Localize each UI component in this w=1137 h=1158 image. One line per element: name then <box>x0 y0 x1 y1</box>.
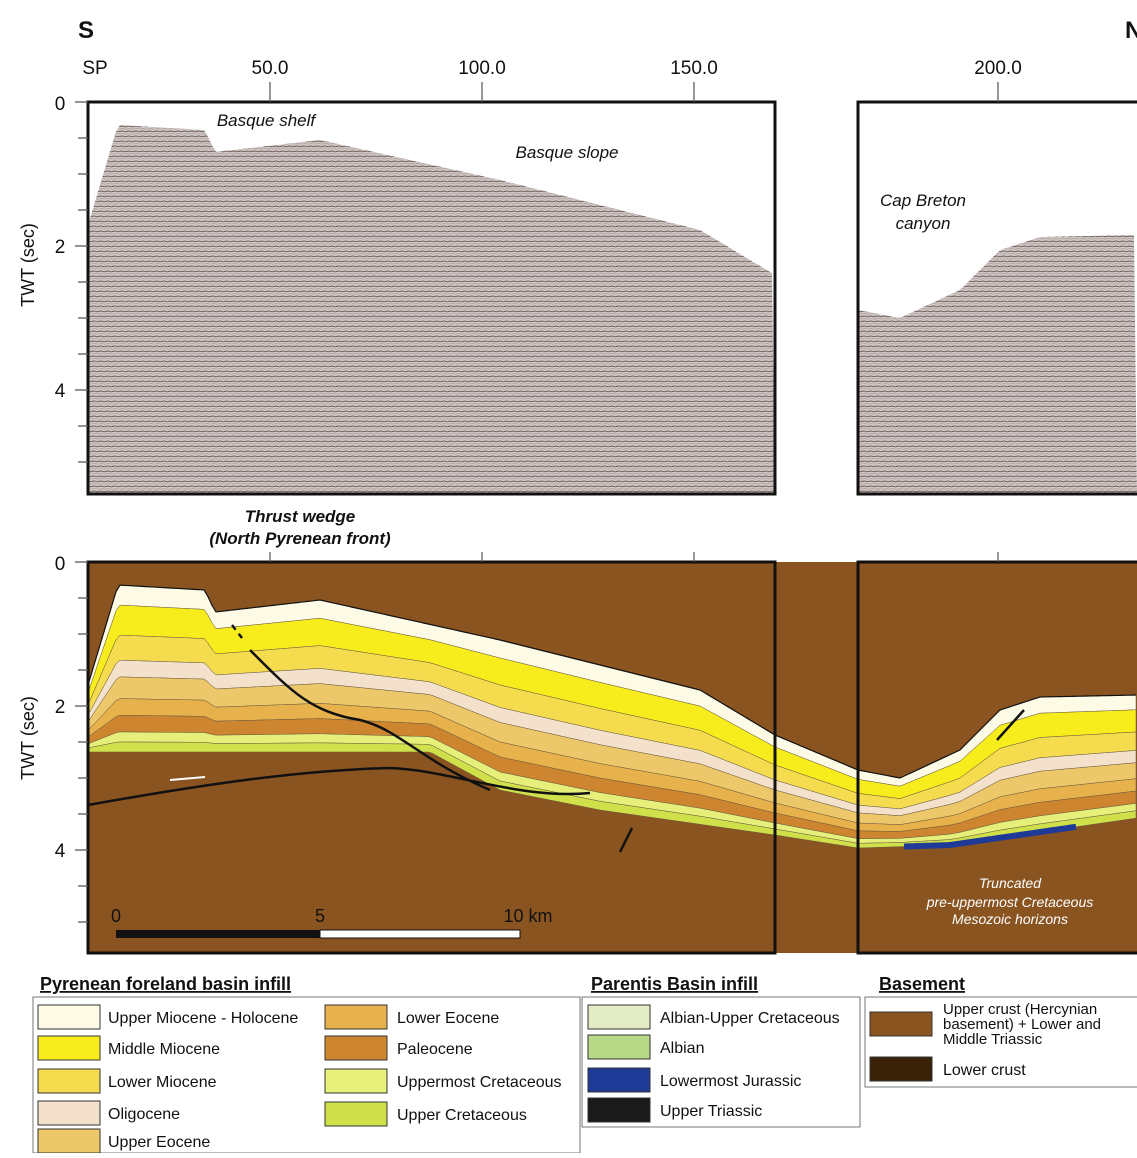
north-label: N <box>1125 17 1137 44</box>
sp-tick: 150.0 <box>670 58 718 79</box>
legend-label: Lowermost Jurassic <box>660 1073 801 1090</box>
legend-title: Basement <box>879 974 965 994</box>
seismic-panel <box>88 125 775 494</box>
legend-label: Middle Miocene <box>108 1041 220 1058</box>
annotation: Cap Breton <box>880 191 966 210</box>
legend-title: Parentis Basin infill <box>591 974 758 994</box>
legend-title: Pyrenean foreland basin infill <box>40 974 291 994</box>
scale-label: 0 <box>111 906 121 926</box>
legend-label: Oligocene <box>108 1106 180 1123</box>
legend-label: Middle Triassic <box>943 1031 1043 1048</box>
seismic-reflections <box>88 125 775 494</box>
legend-label: Upper Cretaceous <box>397 1107 527 1124</box>
y-axis-label: TWT (sec) <box>18 696 38 780</box>
annotation: Basque shelf <box>217 111 318 130</box>
annotation: Basque slope <box>515 143 618 162</box>
scale-label: 5 <box>315 906 325 926</box>
legend-swatch <box>38 1036 100 1060</box>
seismic-reflections <box>858 235 1137 494</box>
scale-label: 10 km <box>503 906 552 926</box>
south-label: S <box>78 17 94 44</box>
legend-label: Albian <box>660 1040 704 1057</box>
legend-swatch <box>325 1102 387 1126</box>
scale-bar <box>320 930 520 938</box>
legend-label: Upper Eocene <box>108 1134 210 1151</box>
annotation: pre-uppermost Cretaceous <box>926 894 1094 910</box>
sp-tick: 50.0 <box>252 58 289 79</box>
legend-label: Lower Eocene <box>397 1010 499 1027</box>
legend-label: Paleocene <box>397 1041 473 1058</box>
legend-swatch <box>325 1005 387 1029</box>
legend: Pyrenean foreland basin infill Upper Mioc… <box>33 974 1137 1153</box>
legend-swatch <box>325 1036 387 1060</box>
figure: S N SP 50.0 100.0 150.0 200.0 TWT (sec) … <box>0 0 1137 1153</box>
legend-swatch <box>325 1069 387 1093</box>
legend-swatch <box>588 1035 650 1059</box>
annotation: Truncated <box>979 875 1042 891</box>
legend-swatch <box>870 1057 932 1081</box>
sp-tick: 200.0 <box>974 58 1022 79</box>
legend-swatch <box>588 1098 650 1122</box>
annotation: Thrust wedge <box>245 507 356 526</box>
y-tick: 2 <box>55 237 66 258</box>
legend-swatch <box>38 1069 100 1093</box>
y-tick: 4 <box>55 841 66 862</box>
legend-swatch <box>870 1012 932 1036</box>
sp-label: SP <box>82 58 107 79</box>
sp-tick: 100.0 <box>458 58 506 79</box>
legend-label: Albian-Upper Cretaceous <box>660 1010 840 1027</box>
legend-label: Lower crust <box>943 1062 1026 1079</box>
scale-bar <box>116 930 320 938</box>
legend-swatch <box>588 1068 650 1092</box>
legend-swatch <box>38 1005 100 1029</box>
seismic-panel <box>858 235 1137 494</box>
y-tick: 4 <box>55 381 66 402</box>
legend-label: Lower Miocene <box>108 1074 217 1091</box>
y-axis-label: TWT (sec) <box>18 223 38 307</box>
legend-label: Upper Triassic <box>660 1103 762 1120</box>
legend-label: Uppermost Cretaceous <box>397 1074 562 1091</box>
legend-swatch <box>588 1005 650 1029</box>
annotation: Mesozoic horizons <box>952 911 1068 927</box>
y-tick: 0 <box>55 554 66 575</box>
legend-swatch <box>38 1101 100 1125</box>
legend-swatch <box>38 1129 100 1153</box>
y-tick: 2 <box>55 697 66 718</box>
annotation: canyon <box>896 214 951 233</box>
annotation: (North Pyrenean front) <box>209 529 391 548</box>
y-tick: 0 <box>55 94 66 115</box>
legend-label: Upper Miocene - Holocene <box>108 1010 298 1027</box>
